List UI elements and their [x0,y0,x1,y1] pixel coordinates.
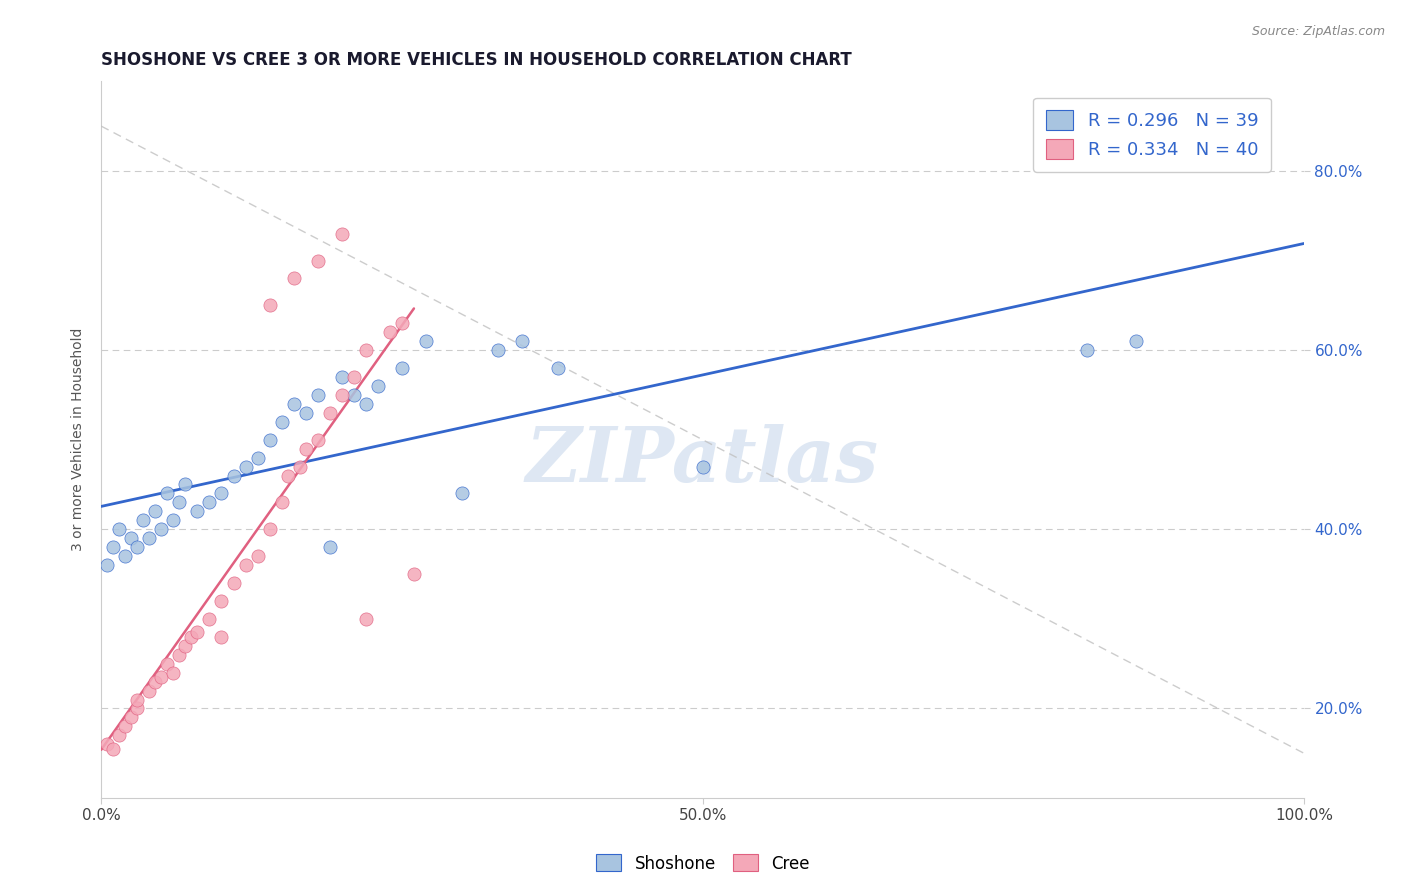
Point [186,625,208,640]
Point [367,379,389,393]
Point [162,665,184,680]
Point [294,442,316,456]
Point [108,522,131,536]
Point [486,343,509,358]
Legend: Shoshone, Cree: Shoshone, Cree [589,847,817,880]
Point [156,657,179,671]
Point [692,459,714,474]
Point [259,298,281,312]
Point [270,415,292,429]
Point [108,728,131,742]
Point [277,468,299,483]
Point [415,334,437,348]
Point [222,576,245,591]
Point [402,567,425,582]
Point [222,468,245,483]
Point [330,370,353,384]
Point [211,630,233,644]
Point [343,370,366,384]
Point [132,513,155,527]
Point [547,361,569,376]
Point [103,540,125,554]
Point [1076,343,1098,358]
Point [510,334,533,348]
Point [330,388,353,402]
Point [180,630,202,644]
Text: ZIPatlas: ZIPatlas [526,425,879,499]
Point [114,719,136,733]
Point [259,522,281,536]
Point [283,397,305,411]
Point [114,549,136,564]
Point [330,227,353,241]
Text: SHOSHONE VS CREE 3 OR MORE VEHICLES IN HOUSEHOLD CORRELATION CHART: SHOSHONE VS CREE 3 OR MORE VEHICLES IN H… [101,51,852,69]
Point [103,741,125,756]
Point [235,558,257,573]
Point [169,648,191,662]
Point [283,271,305,285]
Point [391,361,413,376]
Point [319,406,342,420]
Point [343,388,366,402]
Point [211,594,233,608]
Point [174,639,197,653]
Point [451,486,474,500]
Point [169,495,191,509]
Point [246,450,269,465]
Point [270,495,292,509]
Point [391,316,413,330]
Point [156,486,179,500]
Point [354,397,377,411]
Text: Source: ZipAtlas.com: Source: ZipAtlas.com [1251,25,1385,38]
Point [198,495,221,509]
Point [186,504,208,518]
Point [319,540,342,554]
Y-axis label: 3 or more Vehicles in Household: 3 or more Vehicles in Household [72,328,86,551]
Point [1125,334,1147,348]
Point [307,253,329,268]
Point [174,477,197,491]
Point [127,692,149,706]
Point [120,710,142,724]
Point [138,531,160,545]
Point [307,388,329,402]
Point [246,549,269,564]
Point [235,459,257,474]
Point [288,459,311,474]
Point [96,558,118,573]
Point [120,531,142,545]
Point [211,486,233,500]
Point [143,504,166,518]
Point [354,612,377,626]
Point [127,540,149,554]
Point [127,701,149,715]
Point [354,343,377,358]
Point [259,433,281,447]
Point [162,513,184,527]
Legend: R = 0.296   N = 39, R = 0.334   N = 40: R = 0.296 N = 39, R = 0.334 N = 40 [1033,97,1271,171]
Point [198,612,221,626]
Point [294,406,316,420]
Point [143,674,166,689]
Point [150,522,173,536]
Point [307,433,329,447]
Point [138,683,160,698]
Point [96,737,118,751]
Point [378,325,401,339]
Point [150,670,173,684]
